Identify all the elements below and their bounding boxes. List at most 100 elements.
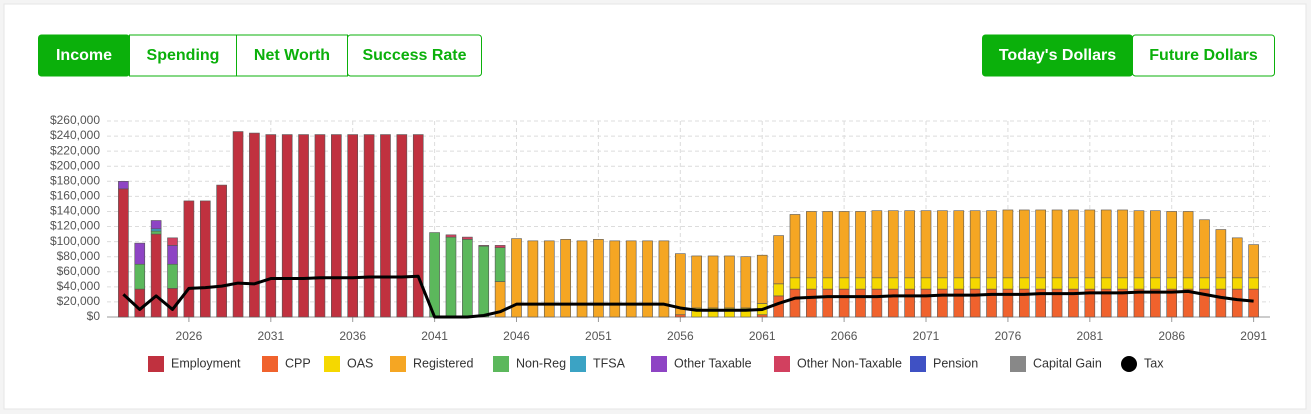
bar-segment [789, 214, 801, 279]
bar-segment [855, 277, 866, 290]
bar-segment [1035, 209, 1046, 279]
bar-segment [1117, 277, 1128, 290]
bar-segment [1150, 277, 1161, 290]
bar-segment [1182, 211, 1194, 279]
bar-segment [1199, 277, 1210, 290]
toggle-label[interactable]: Spending [147, 47, 220, 64]
bar-segment [1100, 209, 1112, 279]
bar-segment [1100, 277, 1112, 290]
legend-label: Registered [413, 356, 473, 370]
bar-segment [773, 283, 784, 297]
legend-label: TFSA [593, 356, 626, 370]
legend-swatch [262, 356, 278, 372]
bar-segment [953, 210, 965, 279]
legend-label: Pension [933, 356, 978, 370]
bar-segment [1248, 288, 1259, 318]
legend-swatch [1010, 356, 1026, 372]
bar-segment [543, 240, 555, 318]
bar-segment [756, 314, 768, 318]
toggle-label[interactable]: Net Worth [254, 47, 330, 64]
legend-swatch [910, 356, 926, 372]
toggle-label[interactable]: Income [56, 47, 112, 64]
bar-segment [871, 210, 883, 279]
bar-segment [855, 288, 866, 318]
y-tick-label: $260,000 [50, 113, 100, 127]
bar-segment [904, 288, 915, 318]
bar-segment [347, 134, 359, 318]
x-tick-label: 2071 [913, 329, 940, 343]
bar-segment [363, 134, 375, 318]
bar-segment [412, 134, 424, 318]
y-tick-label: $180,000 [50, 173, 100, 187]
bar-segment [904, 277, 915, 290]
toggle-label[interactable]: Success Rate [362, 47, 466, 64]
bar-segment [1051, 209, 1063, 279]
bar-segment [740, 256, 752, 309]
bar-segment [150, 228, 162, 232]
bar-segment [920, 210, 932, 279]
bar-segment [1051, 277, 1063, 290]
bar-segment [494, 247, 506, 282]
bar-segment [642, 240, 653, 318]
toggle-label[interactable]: Today's Dollars [999, 47, 1116, 64]
bar-segment [953, 288, 965, 318]
bar-segment [773, 295, 784, 318]
toggle-button[interactable] [347, 34, 482, 77]
bar-segment [789, 288, 801, 318]
y-tick-label: $200,000 [50, 158, 100, 172]
legend-label: Employment [171, 356, 241, 370]
bar-segment [249, 132, 260, 318]
x-tick-label: 2056 [667, 329, 694, 343]
bar-segment [1117, 209, 1128, 279]
bar-segment [232, 131, 244, 318]
bar-segment [1018, 277, 1030, 290]
bar-segment [920, 277, 932, 290]
toggle-button[interactable] [236, 34, 348, 77]
x-tick-label: 2041 [421, 329, 448, 343]
bar-segment [167, 245, 178, 265]
toggle-label[interactable]: Future Dollars [1149, 47, 1258, 64]
legend: Employment CPP OAS Registered Non-Reg TFSA Oth… [148, 356, 1164, 372]
x-tick-label: 2086 [1158, 329, 1185, 343]
bar-segment [691, 255, 702, 309]
bar-segment [445, 234, 457, 238]
toggle-button[interactable] [1132, 34, 1275, 77]
y-tick-label: $140,000 [50, 204, 100, 218]
x-tick-label: 2026 [176, 329, 203, 343]
bar-segment [986, 277, 997, 290]
bar-segment [806, 277, 817, 290]
bar-segment [576, 240, 588, 318]
bar-segment [838, 211, 850, 279]
y-tick-label: $40,000 [57, 279, 101, 293]
bar-segment [675, 253, 686, 316]
x-tick-label: 2036 [339, 329, 366, 343]
legend-label: OAS [347, 356, 373, 370]
y-tick-label: $240,000 [50, 128, 100, 142]
x-tick-label: 2031 [257, 329, 284, 343]
bar-segment [527, 240, 539, 318]
bar-segment [560, 239, 571, 318]
legend-swatch [148, 356, 164, 372]
bar-segment [1215, 277, 1227, 290]
bar-segment [675, 314, 686, 318]
tax-line [122, 274, 1254, 319]
legend-swatch [651, 356, 667, 372]
bar-segment [281, 134, 293, 318]
bar-segment [1215, 229, 1227, 279]
bar-segment [134, 242, 146, 265]
legend-swatch [1121, 356, 1137, 372]
bar-segment [969, 288, 981, 318]
bar-segment [1231, 237, 1243, 279]
bar-segment [150, 233, 162, 318]
legend-swatch [774, 356, 790, 372]
x-tick-label: 2081 [1076, 329, 1103, 343]
bar-segment [314, 134, 326, 318]
bar-segment [167, 263, 178, 289]
bar-segment [887, 210, 899, 279]
bar-segment [937, 210, 948, 279]
controls: Income Spending Net Worth Success Rate Today… [38, 34, 1275, 77]
bar-segment [1248, 277, 1259, 290]
y-tick-label: $20,000 [57, 294, 101, 308]
bar-segment [134, 288, 146, 318]
bar-segment [199, 200, 211, 318]
